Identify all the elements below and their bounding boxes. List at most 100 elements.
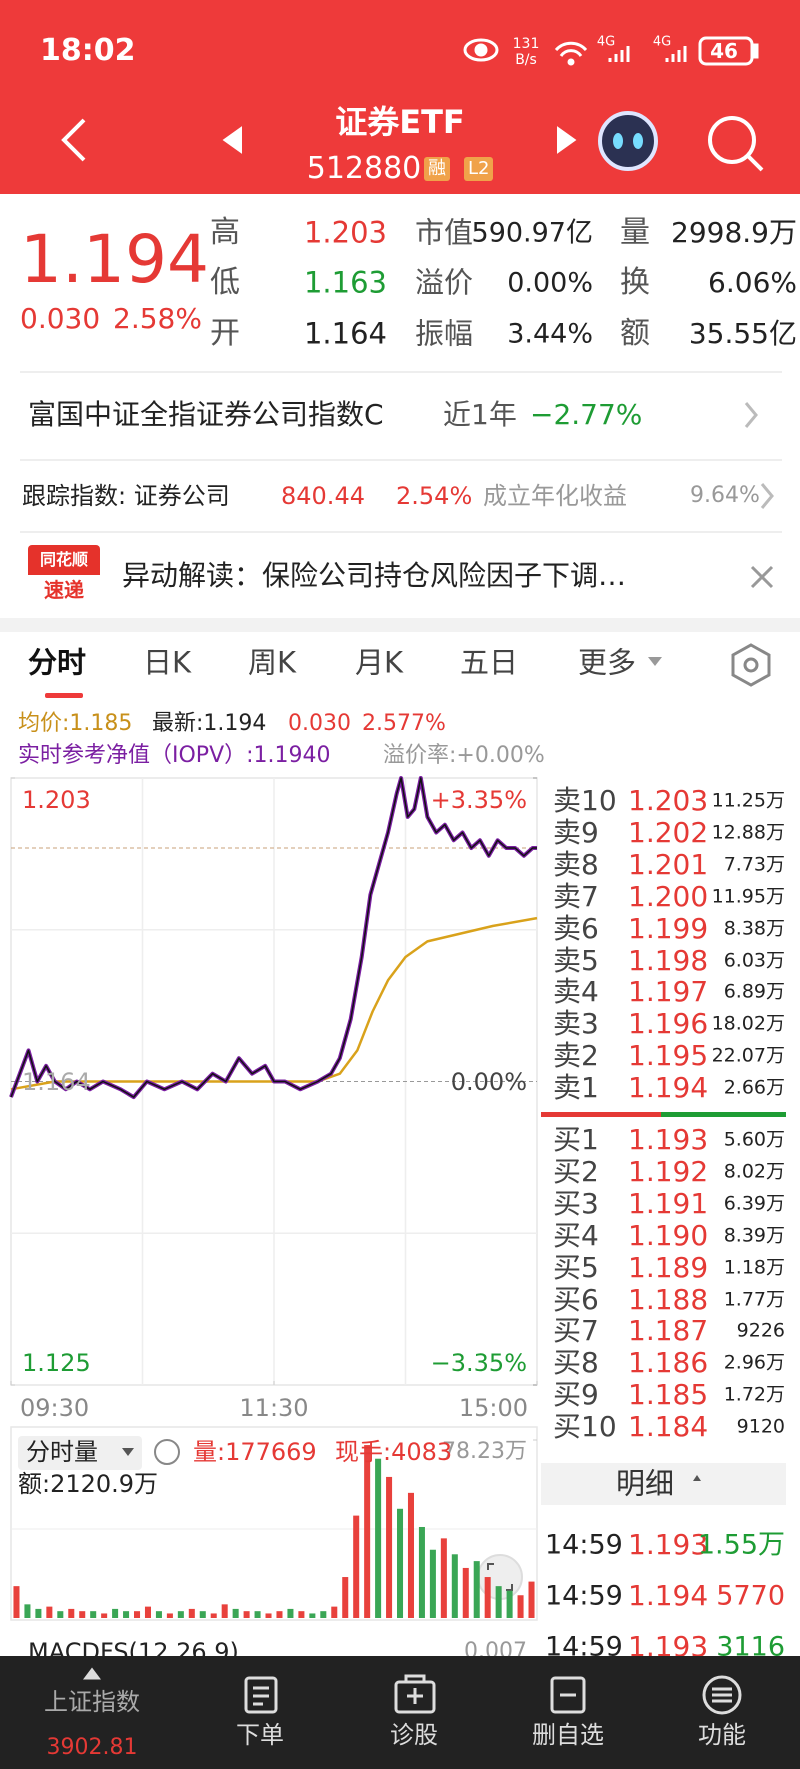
fund-name[interactable]: 富国中证全指证券公司指数C: [28, 398, 384, 431]
ask-volume: 8.38万: [723, 917, 785, 940]
volume-bar: [397, 1508, 404, 1618]
bid-label: 买2: [553, 1154, 599, 1188]
bid-volume: 1.77万: [723, 1288, 785, 1310]
ask-price: 1.202: [628, 815, 709, 849]
volume-selector[interactable]: [18, 1436, 142, 1470]
battery: 46: [710, 39, 738, 63]
tracking-label: 跟踪指数: 证券公司: [22, 482, 230, 510]
bid-volume: 5.60万: [723, 1128, 785, 1151]
stat-value: 1.163: [303, 265, 387, 300]
volume-max-label: 78.23万: [442, 1439, 527, 1464]
volume-bar: [484, 1577, 491, 1618]
ask-volume: 7.73万: [723, 853, 785, 876]
price-line: [10, 777, 537, 1098]
tab[interactable]: 五日: [460, 645, 519, 680]
stat-value: 590.97亿: [471, 217, 593, 249]
volume-bar: [24, 1604, 31, 1618]
volume-bar: [276, 1611, 283, 1618]
bid-price: 1.190: [628, 1218, 709, 1252]
detail-header[interactable]: [541, 1463, 786, 1505]
tab[interactable]: 月K: [355, 645, 404, 680]
x-tick-label: 15:00: [458, 1394, 528, 1422]
tab[interactable]: 更多: [578, 645, 637, 680]
stat-value: 2998.9万: [671, 216, 797, 249]
stat-label: 开: [210, 316, 240, 351]
bid-volume: 8.39万: [723, 1224, 785, 1247]
trade-price: 1.193: [628, 1630, 709, 1663]
nav-item[interactable]: 删自选: [532, 1721, 604, 1749]
ask-price: 1.201: [628, 847, 709, 881]
premium: 溢价率:+0.00%: [383, 743, 545, 768]
bid-volume: 1.18万: [723, 1256, 785, 1279]
change-pct: 2.577%: [362, 711, 446, 736]
bid-price: 1.188: [628, 1282, 709, 1316]
stat-label: 量: [620, 215, 650, 250]
ask-volume: 6.03万: [723, 949, 785, 971]
volume-bar: [90, 1611, 97, 1618]
ask-label: 卖4: [553, 975, 599, 1009]
nav-icon-layer: [83, 1667, 742, 1715]
volume-bar: [287, 1608, 294, 1618]
chevrons[interactable]: [744, 402, 774, 589]
ask-volume: 11.95万: [711, 885, 785, 908]
robot-icon[interactable]: [598, 111, 658, 171]
volume-bar: [528, 1581, 535, 1618]
tab[interactable]: 周K: [248, 645, 297, 680]
volume-title[interactable]: 分时量: [26, 1438, 98, 1466]
volume-bar: [221, 1604, 228, 1618]
news-text[interactable]: 异动解读：保险公司持仓风险因子下调…: [122, 559, 627, 592]
annual-value: 9.64%: [690, 483, 760, 508]
volume-bar: [473, 1561, 480, 1618]
tab-icons[interactable]: [45, 643, 771, 698]
y2-tick-label: −3.35%: [430, 1349, 527, 1377]
volume-bar: [232, 1608, 239, 1618]
y-tick-label: 1.203: [22, 786, 91, 814]
tab[interactable]: 分时: [28, 645, 87, 680]
stat-label: 市值: [415, 215, 474, 250]
volume-total: 量:177669: [193, 1438, 317, 1466]
volume-bar: [506, 1590, 513, 1618]
volume-bar: [210, 1613, 217, 1618]
bid-label: 买6: [553, 1282, 599, 1316]
nav-item[interactable]: 下单: [236, 1721, 284, 1749]
bid-volume: 2.96万: [723, 1351, 785, 1374]
index-name[interactable]: 上证指数: [44, 1688, 140, 1716]
volume-bar: [418, 1526, 425, 1618]
volume-bar: [462, 1567, 469, 1618]
tracking-value: 840.44: [281, 482, 365, 510]
header-icons[interactable]: [61, 116, 764, 172]
volume-bar: [254, 1611, 261, 1618]
ask-volume: 11.25万: [711, 789, 785, 812]
header-bg: [0, 0, 800, 194]
ask-label: 卖7: [553, 879, 599, 913]
header-title: 证券ETF: [335, 103, 465, 141]
stat-label: 振幅: [415, 316, 474, 351]
volume-bar: [123, 1611, 130, 1618]
last-price: 1.194: [20, 221, 209, 298]
nav-item[interactable]: 诊股: [390, 1721, 438, 1749]
nav-icons[interactable]: [83, 1667, 742, 1715]
net-speed-unit: B/s: [515, 52, 537, 68]
bid-price: 1.184: [628, 1410, 709, 1444]
bid-price: 1.185: [628, 1378, 709, 1412]
volume-bar: [375, 1458, 382, 1618]
news-logo: [28, 545, 100, 605]
tag: L2: [464, 157, 494, 181]
tab[interactable]: 日K: [143, 645, 192, 680]
stat-value: 6.06%: [708, 266, 797, 299]
avg-price: 均价:1.185: [18, 711, 133, 736]
separator: [0, 618, 800, 632]
stat-label: 高: [210, 215, 240, 250]
nav-item[interactable]: 功能: [698, 1721, 746, 1749]
bid-label: 买4: [553, 1218, 599, 1252]
volume-bar: [429, 1549, 436, 1618]
volume-bar: [298, 1611, 305, 1618]
ask-price: 1.200: [628, 879, 709, 913]
bid-label: 买3: [553, 1186, 599, 1220]
volume-bar: [407, 1492, 414, 1618]
bid-volume: 9226: [736, 1319, 785, 1342]
volume-bar: [331, 1606, 338, 1618]
volume-amount: 额:2120.9万: [18, 1470, 159, 1498]
stat-value: 1.203: [303, 215, 387, 250]
